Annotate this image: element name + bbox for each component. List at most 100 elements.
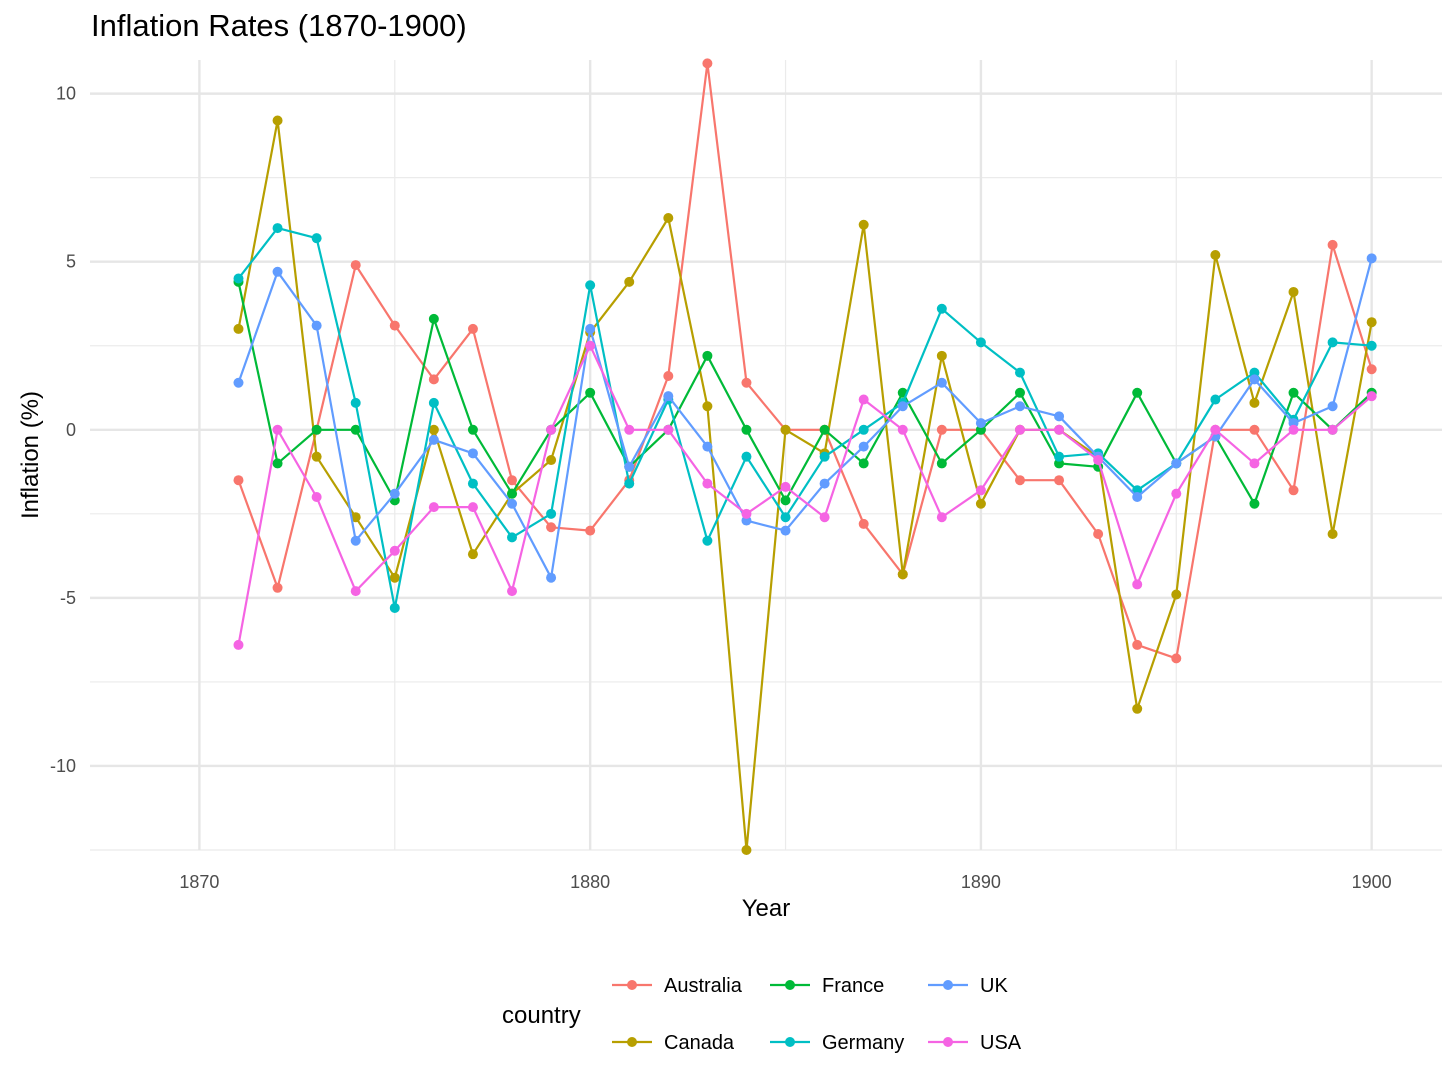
data-point-france: [272, 458, 283, 469]
data-point-canada: [311, 451, 322, 462]
y-tick-label: 10: [56, 84, 76, 104]
data-point-usa: [1366, 391, 1377, 402]
data-point-france: [780, 495, 791, 506]
legend-title: country: [502, 1002, 581, 1029]
data-point-australia: [467, 323, 478, 334]
data-point-australia: [702, 58, 713, 69]
series-australia: [233, 58, 1377, 664]
data-point-australia: [858, 518, 869, 529]
legend-label: France: [822, 975, 884, 997]
data-point-australia: [1014, 475, 1025, 486]
data-point-canada: [272, 115, 283, 126]
data-point-australia: [1132, 639, 1143, 650]
data-point-uk: [1249, 374, 1260, 385]
data-point-uk: [780, 525, 791, 536]
data-point-canada: [1366, 317, 1377, 328]
data-point-uk: [975, 418, 986, 429]
data-point-france: [819, 424, 830, 435]
legend-label: Germany: [822, 1032, 904, 1054]
legend-label: Canada: [664, 1032, 735, 1054]
data-point-usa: [467, 502, 478, 513]
data-point-germany: [467, 478, 478, 489]
data-point-uk: [311, 320, 322, 331]
data-point-usa: [897, 424, 908, 435]
data-point-canada: [1132, 703, 1143, 714]
data-point-uk: [467, 448, 478, 459]
data-point-usa: [975, 485, 986, 496]
data-point-france: [507, 488, 518, 499]
x-tick-label: 1870: [179, 872, 219, 892]
legend-key-point: [627, 1037, 637, 1047]
data-point-canada: [936, 350, 947, 361]
data-point-australia: [1093, 529, 1104, 539]
legend-item-canada: Canada: [612, 1032, 735, 1054]
data-point-uk: [936, 377, 947, 388]
data-point-australia: [1249, 424, 1260, 435]
data-point-germany: [741, 451, 752, 462]
data-point-usa: [702, 478, 713, 489]
data-point-uk: [819, 478, 830, 489]
legend-item-uk: UK: [928, 975, 1008, 997]
data-point-canada: [233, 323, 244, 334]
data-point-germany: [233, 273, 244, 284]
data-point-australia: [1171, 653, 1182, 664]
data-point-germany: [272, 223, 283, 234]
data-point-canada: [897, 569, 908, 580]
data-point-canada: [1288, 286, 1299, 297]
data-point-uk: [272, 266, 283, 277]
data-point-uk: [507, 498, 518, 509]
data-point-uk: [1366, 253, 1377, 264]
data-point-usa: [1249, 458, 1260, 469]
data-point-usa: [663, 424, 674, 435]
legend-item-australia: Australia: [612, 975, 743, 997]
series-germany: [233, 223, 1377, 613]
data-point-canada: [702, 401, 713, 412]
x-tick-label: 1900: [1352, 872, 1392, 892]
data-point-usa: [819, 512, 830, 523]
data-point-canada: [350, 512, 361, 523]
data-point-germany: [507, 532, 518, 543]
data-point-usa: [272, 424, 283, 435]
data-point-germany: [702, 535, 713, 546]
data-point-uk: [1054, 411, 1065, 422]
data-point-canada: [428, 424, 439, 435]
data-point-australia: [1327, 239, 1338, 250]
data-point-france: [311, 424, 322, 435]
data-point-usa: [936, 512, 947, 523]
data-point-uk: [663, 391, 674, 402]
data-point-uk: [1327, 401, 1338, 412]
legend-key-point: [627, 980, 637, 990]
legend-item-france: France: [770, 975, 884, 997]
series-line-uk: [237, 258, 1373, 579]
data-point-usa: [858, 394, 869, 405]
data-point-uk: [624, 461, 635, 472]
data-point-canada: [1210, 249, 1221, 260]
data-point-canada: [975, 498, 986, 509]
data-point-france: [858, 458, 869, 469]
data-point-germany: [585, 280, 596, 291]
data-point-canada: [663, 213, 674, 223]
data-point-usa: [1132, 579, 1143, 590]
y-tick-label: -10: [50, 756, 76, 776]
data-point-australia: [233, 475, 244, 486]
data-point-australia: [585, 525, 596, 536]
data-point-uk: [585, 323, 596, 334]
data-point-france: [585, 387, 596, 398]
data-point-germany: [819, 451, 830, 462]
data-point-uk: [350, 535, 361, 546]
data-point-australia: [389, 320, 400, 331]
data-point-usa: [389, 545, 400, 556]
data-point-australia: [1288, 485, 1299, 496]
data-point-usa: [311, 492, 322, 503]
data-point-germany: [858, 424, 869, 435]
data-point-australia: [663, 371, 674, 381]
data-point-canada: [389, 572, 400, 583]
legend-key-point: [943, 980, 953, 990]
legend-key-point: [943, 1037, 953, 1047]
data-point-uk: [546, 572, 557, 583]
data-point-france: [741, 424, 752, 435]
data-point-uk: [389, 488, 400, 499]
data-point-canada: [780, 424, 791, 435]
data-point-usa: [741, 508, 752, 519]
